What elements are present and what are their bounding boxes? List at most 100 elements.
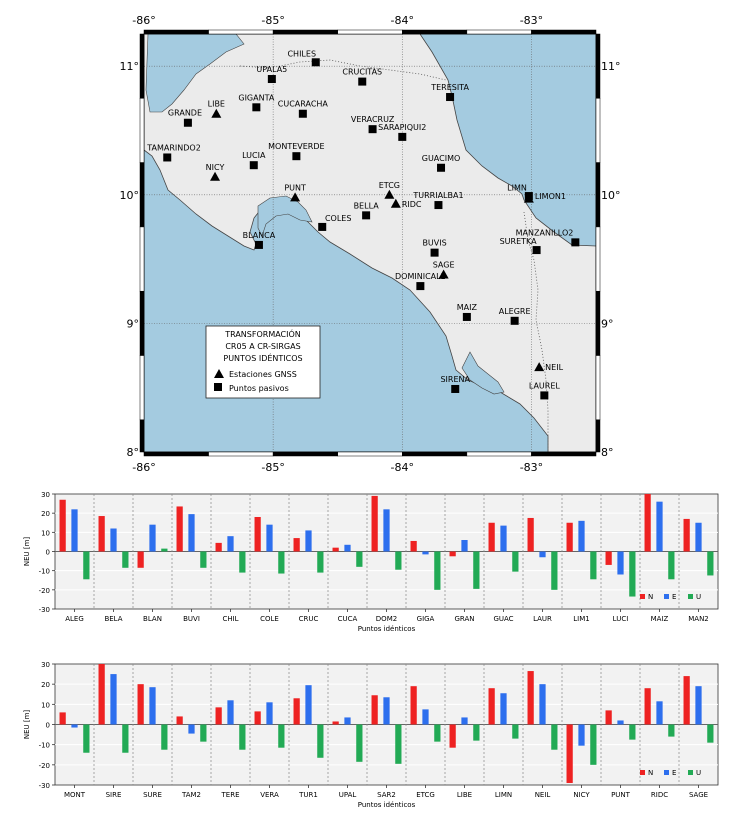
bar-u [668,551,675,580]
map-point-label: MONTEVERDE [268,142,324,151]
bar-u [395,724,402,764]
map-lon-label-bottom: -85° [261,461,284,474]
bar-u [317,724,324,758]
bar-e [266,524,273,552]
legend-swatch-n [640,770,645,775]
map: -86° -86° -85° -85° -84° -84° -83° -83° 11° 11° 10… [120,14,621,474]
bar-n [137,684,144,725]
y-tick-label: 20 [41,510,50,518]
x-tick-label: GRAN [454,615,474,623]
bar-e [149,687,156,725]
map-marker-triangle [438,269,449,279]
map-marker-triangle [390,198,401,208]
map-lon-label-bottom: -84° [391,461,414,474]
x-tick-label: ALEG [65,615,84,623]
bar-n [59,499,66,552]
map-lat-label-right: 9° [601,317,614,330]
bar-n [449,551,456,557]
bar-u [473,724,480,741]
bar-e [344,544,351,552]
bar-n [293,698,300,725]
bar-e [110,528,117,552]
bar-u [551,724,558,750]
bar-e [617,551,624,575]
bar-u [122,724,129,753]
bar-n [293,538,300,552]
y-tick-label: -30 [39,606,50,614]
map-point-label: PUNT [284,183,306,192]
map-marker-square [358,77,367,86]
map-marker-square [252,103,261,112]
bar-u [356,724,363,762]
bar-e [500,525,507,552]
bar-u [434,724,441,742]
x-tick-label: TAM2 [181,791,201,799]
bar-e [344,717,351,725]
legend-label-n: N [648,593,653,601]
legend-label-e: E [672,769,676,777]
map-point-label: TAMARINDO2 [146,143,201,152]
y-tick-label: 30 [41,661,50,669]
x-tick-label: GUAC [493,615,513,623]
map-point-label: LIMON1 [535,192,566,201]
legend-swatch-u [688,594,693,599]
bar-n [98,516,105,552]
map-marker-triangle [534,362,545,372]
map-frame-bar-top [272,29,338,35]
map-marker-square [416,282,425,291]
map-marker-square [532,246,541,255]
bar-u [707,724,714,743]
map-land [144,34,596,452]
bar-e [695,686,702,725]
bar-u [551,551,558,590]
map-legend: TRANSFORMACIÓN CR05 A CR-SIRGAS PUNTOS I… [205,325,321,399]
bar-e [695,522,702,552]
map-frame-bar-bottom [208,451,274,457]
map-point-label: ETCG [379,181,400,190]
legend-swatch-e [664,770,669,775]
bar-e [461,540,468,552]
bar-n [254,517,261,552]
x-tick-label: PUNT [611,791,631,799]
legend-swatch-u [688,770,693,775]
bar-e [656,501,663,552]
bar-u [161,724,168,750]
map-marker-square [298,109,307,118]
map-point-label: BELLA [354,201,380,210]
map-frame-bar-bottom [272,451,338,457]
legend-triangle-icon [214,369,224,378]
map-marker-square [451,384,460,393]
bar-n [683,518,690,552]
map-frame-bar-right [595,33,601,99]
x-tick-label: BLAN [143,615,162,623]
map-marker-square [446,93,455,102]
bar-e [110,674,117,725]
map-point-label: COLES [325,214,351,223]
map-frame-bar-left [139,162,145,228]
gulf-of-nicoya [257,195,313,237]
map-point-label: TURRIALBA1 [412,191,463,200]
map-point-label: SARAPIQUI2 [378,123,426,132]
x-tick-label: GIGA [417,615,435,623]
bar-u [200,724,207,742]
map-frame-bar-top [337,29,403,35]
map-point-label: LUCIA [242,151,266,160]
y-tick-label: 20 [41,681,50,689]
map-marker-square [524,192,533,201]
bar-n [254,711,261,725]
y-tick-label: 0 [46,549,50,557]
map-lat-label-left: 11° [120,60,140,73]
bar-e [461,717,468,725]
x-tick-label: DOM2 [376,615,397,623]
bar-e [227,536,234,552]
map-frame-bar-top [208,29,274,35]
y-tick-label: -10 [39,568,50,576]
map-point-label: CHILES [287,49,316,58]
map-marker-square [267,75,276,84]
x-tick-label: BUVI [183,615,200,623]
bar-n [605,710,612,725]
bar-n [410,540,417,552]
map-point-label: LAUREL [529,381,561,390]
map-frame-bar-bottom [531,451,597,457]
